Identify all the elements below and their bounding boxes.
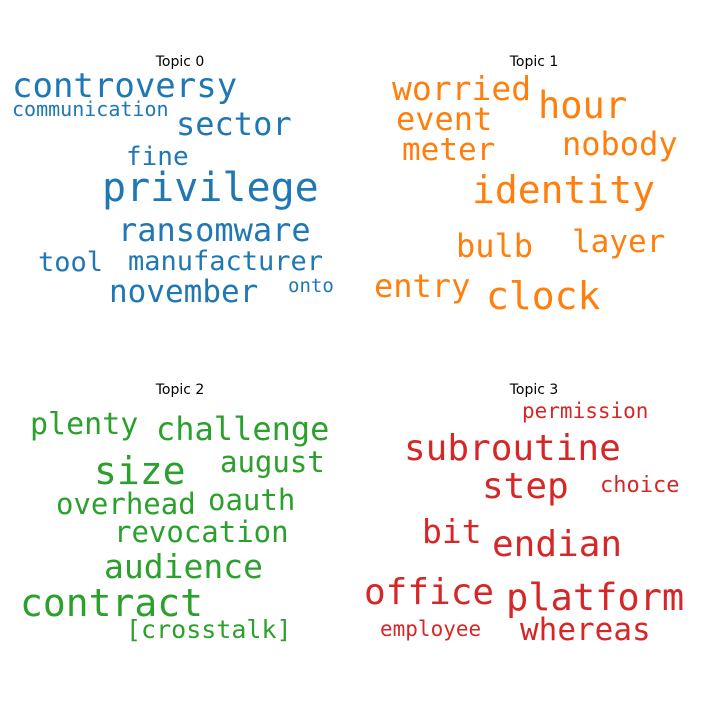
topic-2-word-oauth: oauth (208, 483, 295, 517)
topic-3-word-subroutine: subroutine (404, 428, 621, 469)
topic-3-word-step: step (482, 466, 569, 507)
topic-2-title: Topic 2 (155, 382, 205, 398)
topic-1-word-bulb: bulb (456, 227, 533, 265)
topic-0-word-fine: fine (126, 142, 189, 172)
topic-3-word-permission: permission (522, 399, 648, 423)
topic-3-word-bit: bit (422, 512, 482, 551)
topic-1-word-layer: layer (572, 224, 665, 260)
topic-2-word-revocation: revocation (114, 515, 289, 549)
topic-0-title: Topic 0 (155, 54, 205, 70)
topic-1-word-hour: hour (538, 84, 627, 127)
topic-2-word-size: size (94, 449, 186, 493)
topic-0-panel: Topic 0 controversy communication sector fin… (10, 40, 350, 380)
topic-3-panel: Topic 3 permission subroutine step choice bit… (364, 368, 704, 708)
topic-2-word-plenty: plenty (30, 407, 138, 442)
topic-0-word-privilege: privilege (102, 165, 319, 211)
topic-0-word-tool: tool (38, 247, 103, 278)
topic-0-word-manufacturer: manufacturer (128, 246, 323, 277)
topic-1-word-nobody: nobody (562, 125, 678, 163)
topic-0-word-sector: sector (176, 105, 292, 143)
topic-2-word-crosstalk: [crosstalk] (126, 615, 292, 644)
topic-3-title: Topic 3 (509, 382, 559, 398)
topic-2-panel: Topic 2 plenty challenge size august overhead… (10, 368, 350, 708)
topic-1-word-worried: worried (392, 69, 531, 108)
topic-2-word-contract: contract (20, 581, 203, 625)
topic-1-title: Topic 1 (509, 54, 559, 70)
topic-2-word-audience: audience (104, 547, 263, 586)
topic-1-word-event: event (396, 100, 492, 138)
topic-0-word-controversy: controversy (12, 66, 237, 106)
topic-3-word-endian: endian (492, 524, 622, 565)
topic-0-word-communication: communication (12, 97, 169, 121)
topic-2-word-august: august (220, 445, 325, 479)
topic-1-word-entry: entry (374, 267, 470, 305)
topic-0-word-onto: onto (288, 275, 334, 297)
topic-1-word-clock: clock (486, 274, 601, 318)
topic-3-word-employee: employee (380, 617, 481, 641)
topic-3-word-choice: choice (600, 473, 679, 498)
topic-1-word-meter: meter (402, 132, 495, 168)
topic-0-word-november: november (109, 274, 258, 310)
topic-1-panel: Topic 1 worried hour event meter nobody identi… (364, 40, 704, 380)
topic-1-word-identity: identity (472, 168, 655, 212)
topic-2-word-challenge: challenge (156, 410, 329, 448)
topic-2-word-overhead: overhead (56, 487, 196, 521)
topic-3-word-platform: platform (506, 576, 684, 619)
topic-3-word-whereas: whereas (520, 612, 651, 648)
topic-3-word-office: office (364, 572, 494, 613)
topic-0-word-ransomware: ransomware (118, 211, 311, 249)
